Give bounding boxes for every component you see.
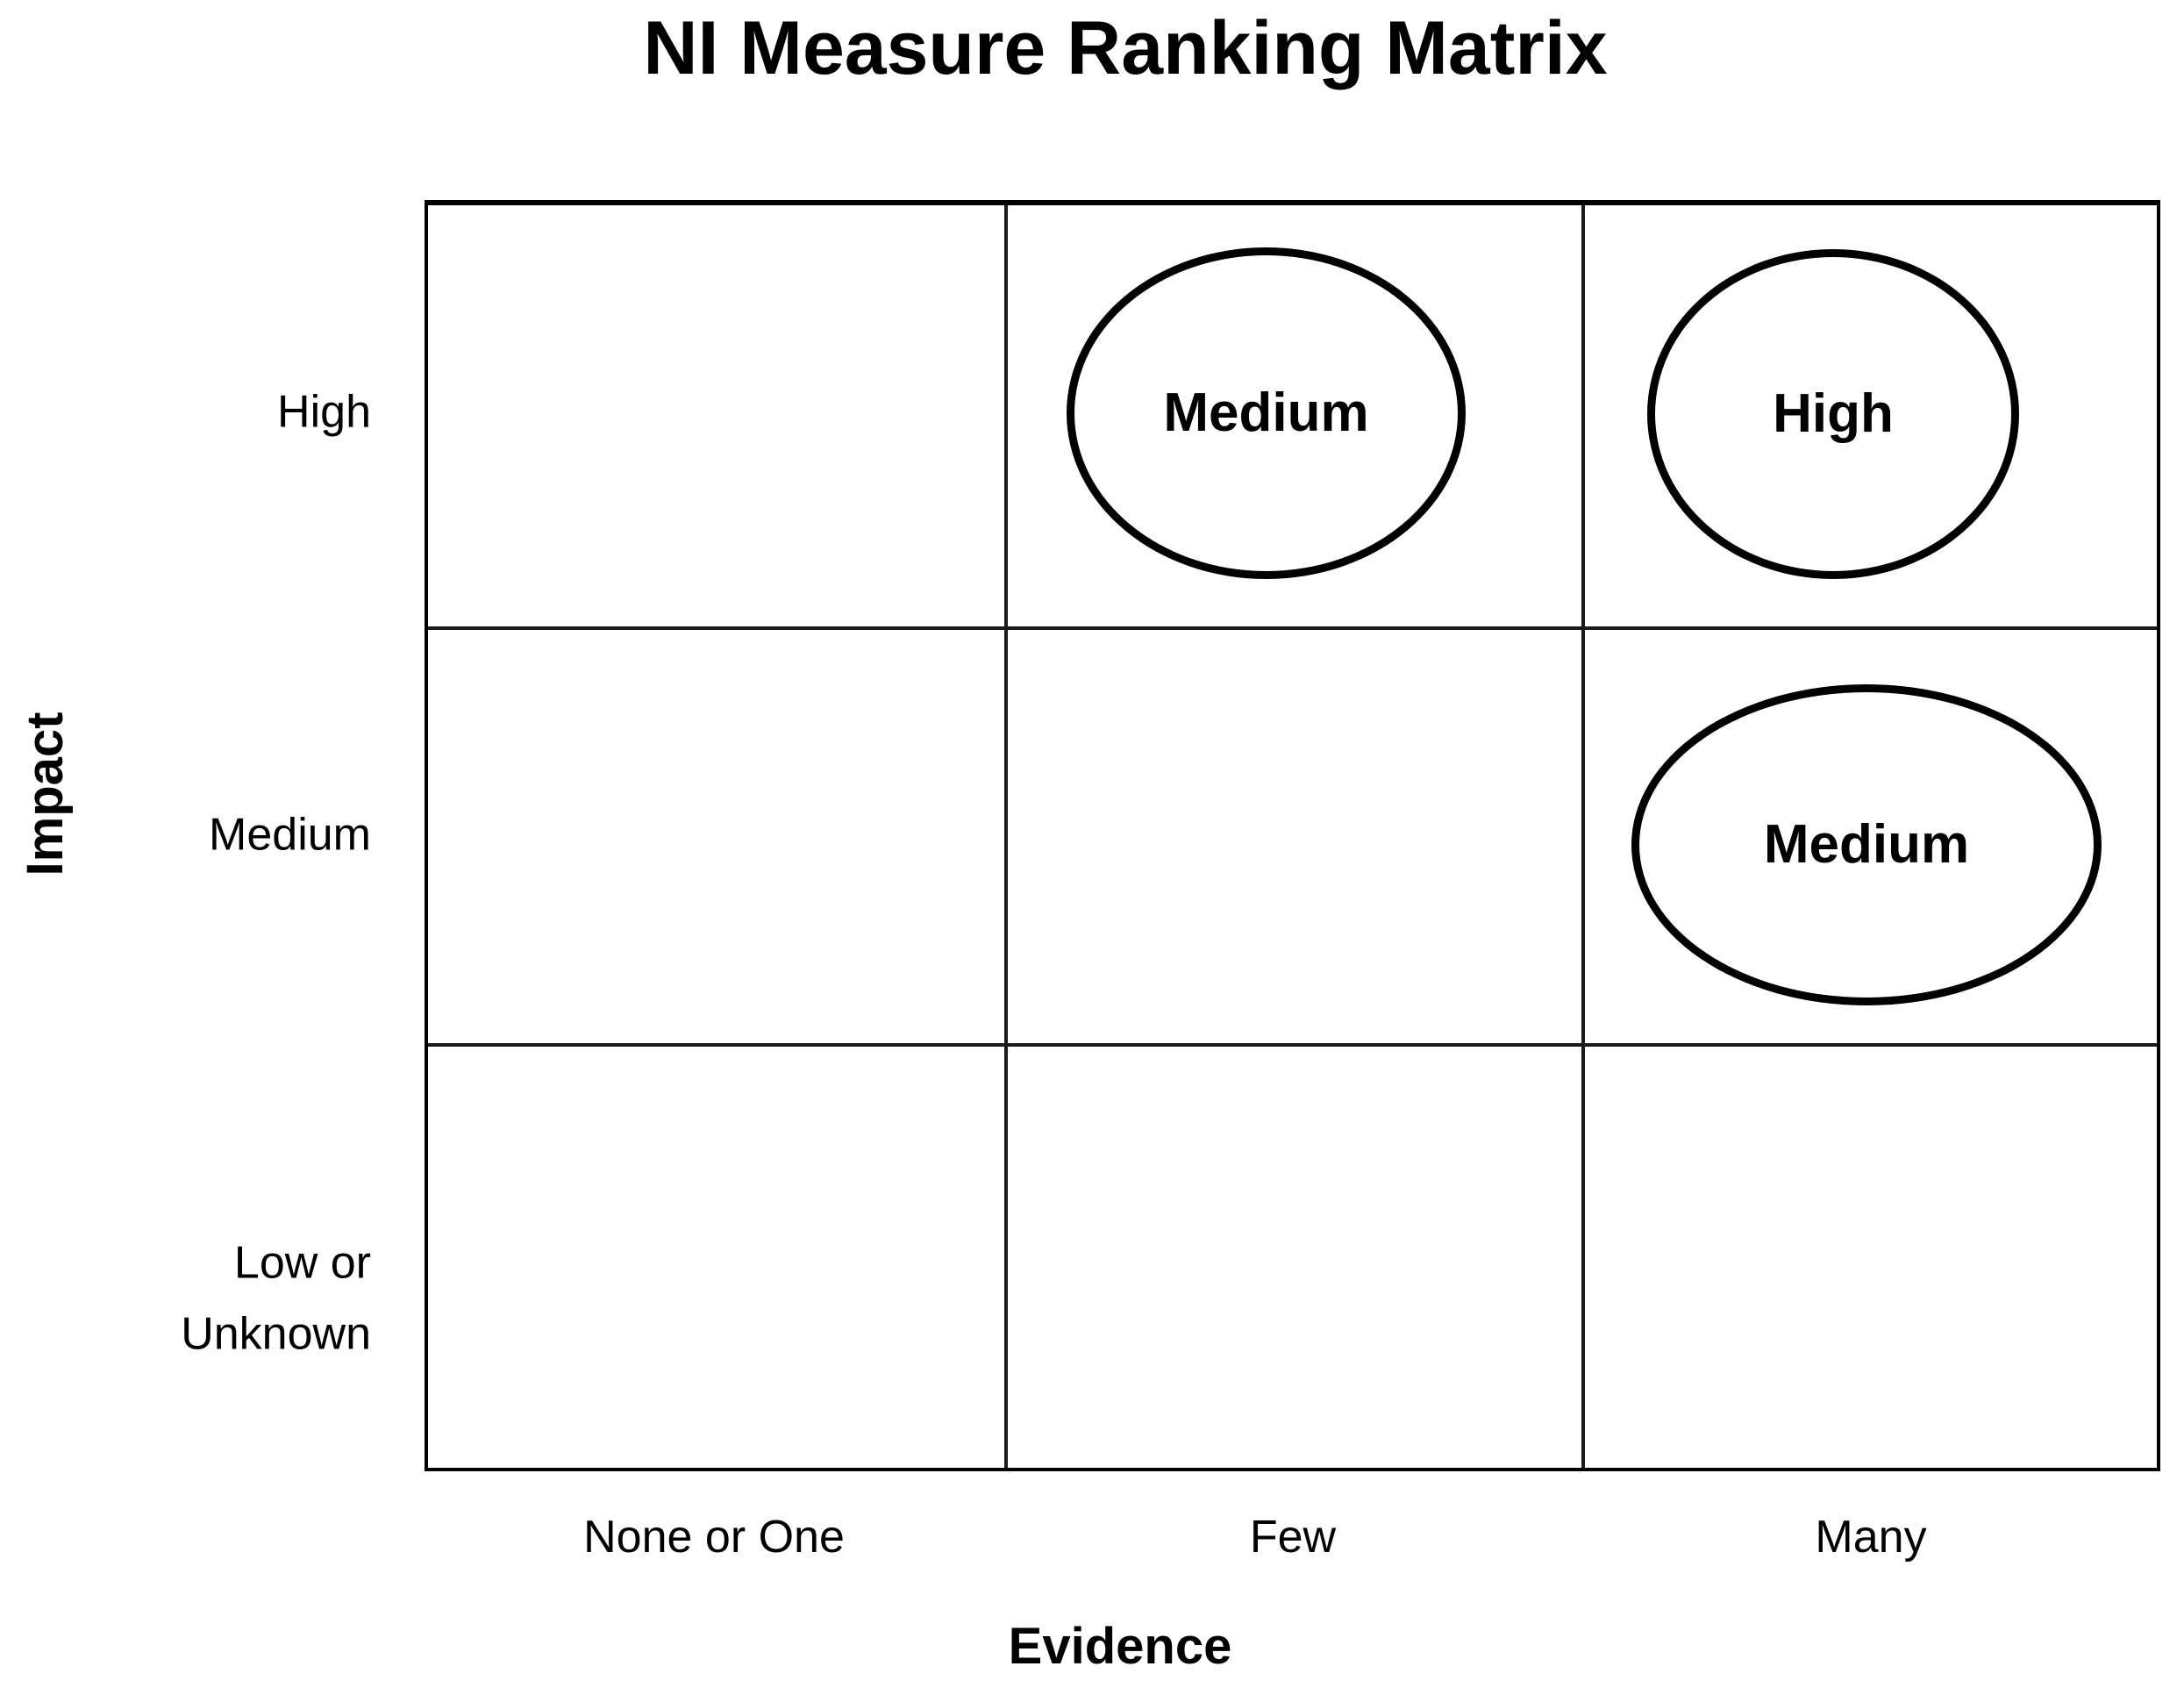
rank-ellipse-label: Medium [1763,814,1970,875]
rank-ellipse-medium-impact-many-evidence: Medium [1631,684,2102,1005]
rank-ellipse-label: Medium [1163,383,1369,443]
x-tick-none-or-one: None or One [583,1512,845,1563]
page-title: NI Measure Ranking Matrix [643,6,1608,90]
y-tick-medium: Medium [209,809,371,861]
grid-column-divider-1 [1004,205,1008,1468]
rank-ellipse-high-impact-few-evidence: Medium [1067,247,1466,579]
x-axis-title-evidence: Evidence [1008,1618,1232,1675]
y-axis-title-impact: Impact [17,712,74,876]
rank-ellipse-high-impact-many-evidence: High [1647,249,2019,579]
x-tick-many: Many [1815,1512,1927,1563]
grid-row-divider-2 [428,1043,2157,1047]
grid-row-divider-1 [428,626,2157,630]
y-tick-low-or-unknown: Low or Unknown [181,1237,371,1359]
rank-ellipse-label: High [1773,383,1894,444]
grid-column-divider-2 [1581,205,1585,1468]
y-tick-high: High [277,386,371,438]
x-tick-few: Few [1249,1512,1337,1563]
matrix-grid: Medium High Medium [425,200,2160,1471]
